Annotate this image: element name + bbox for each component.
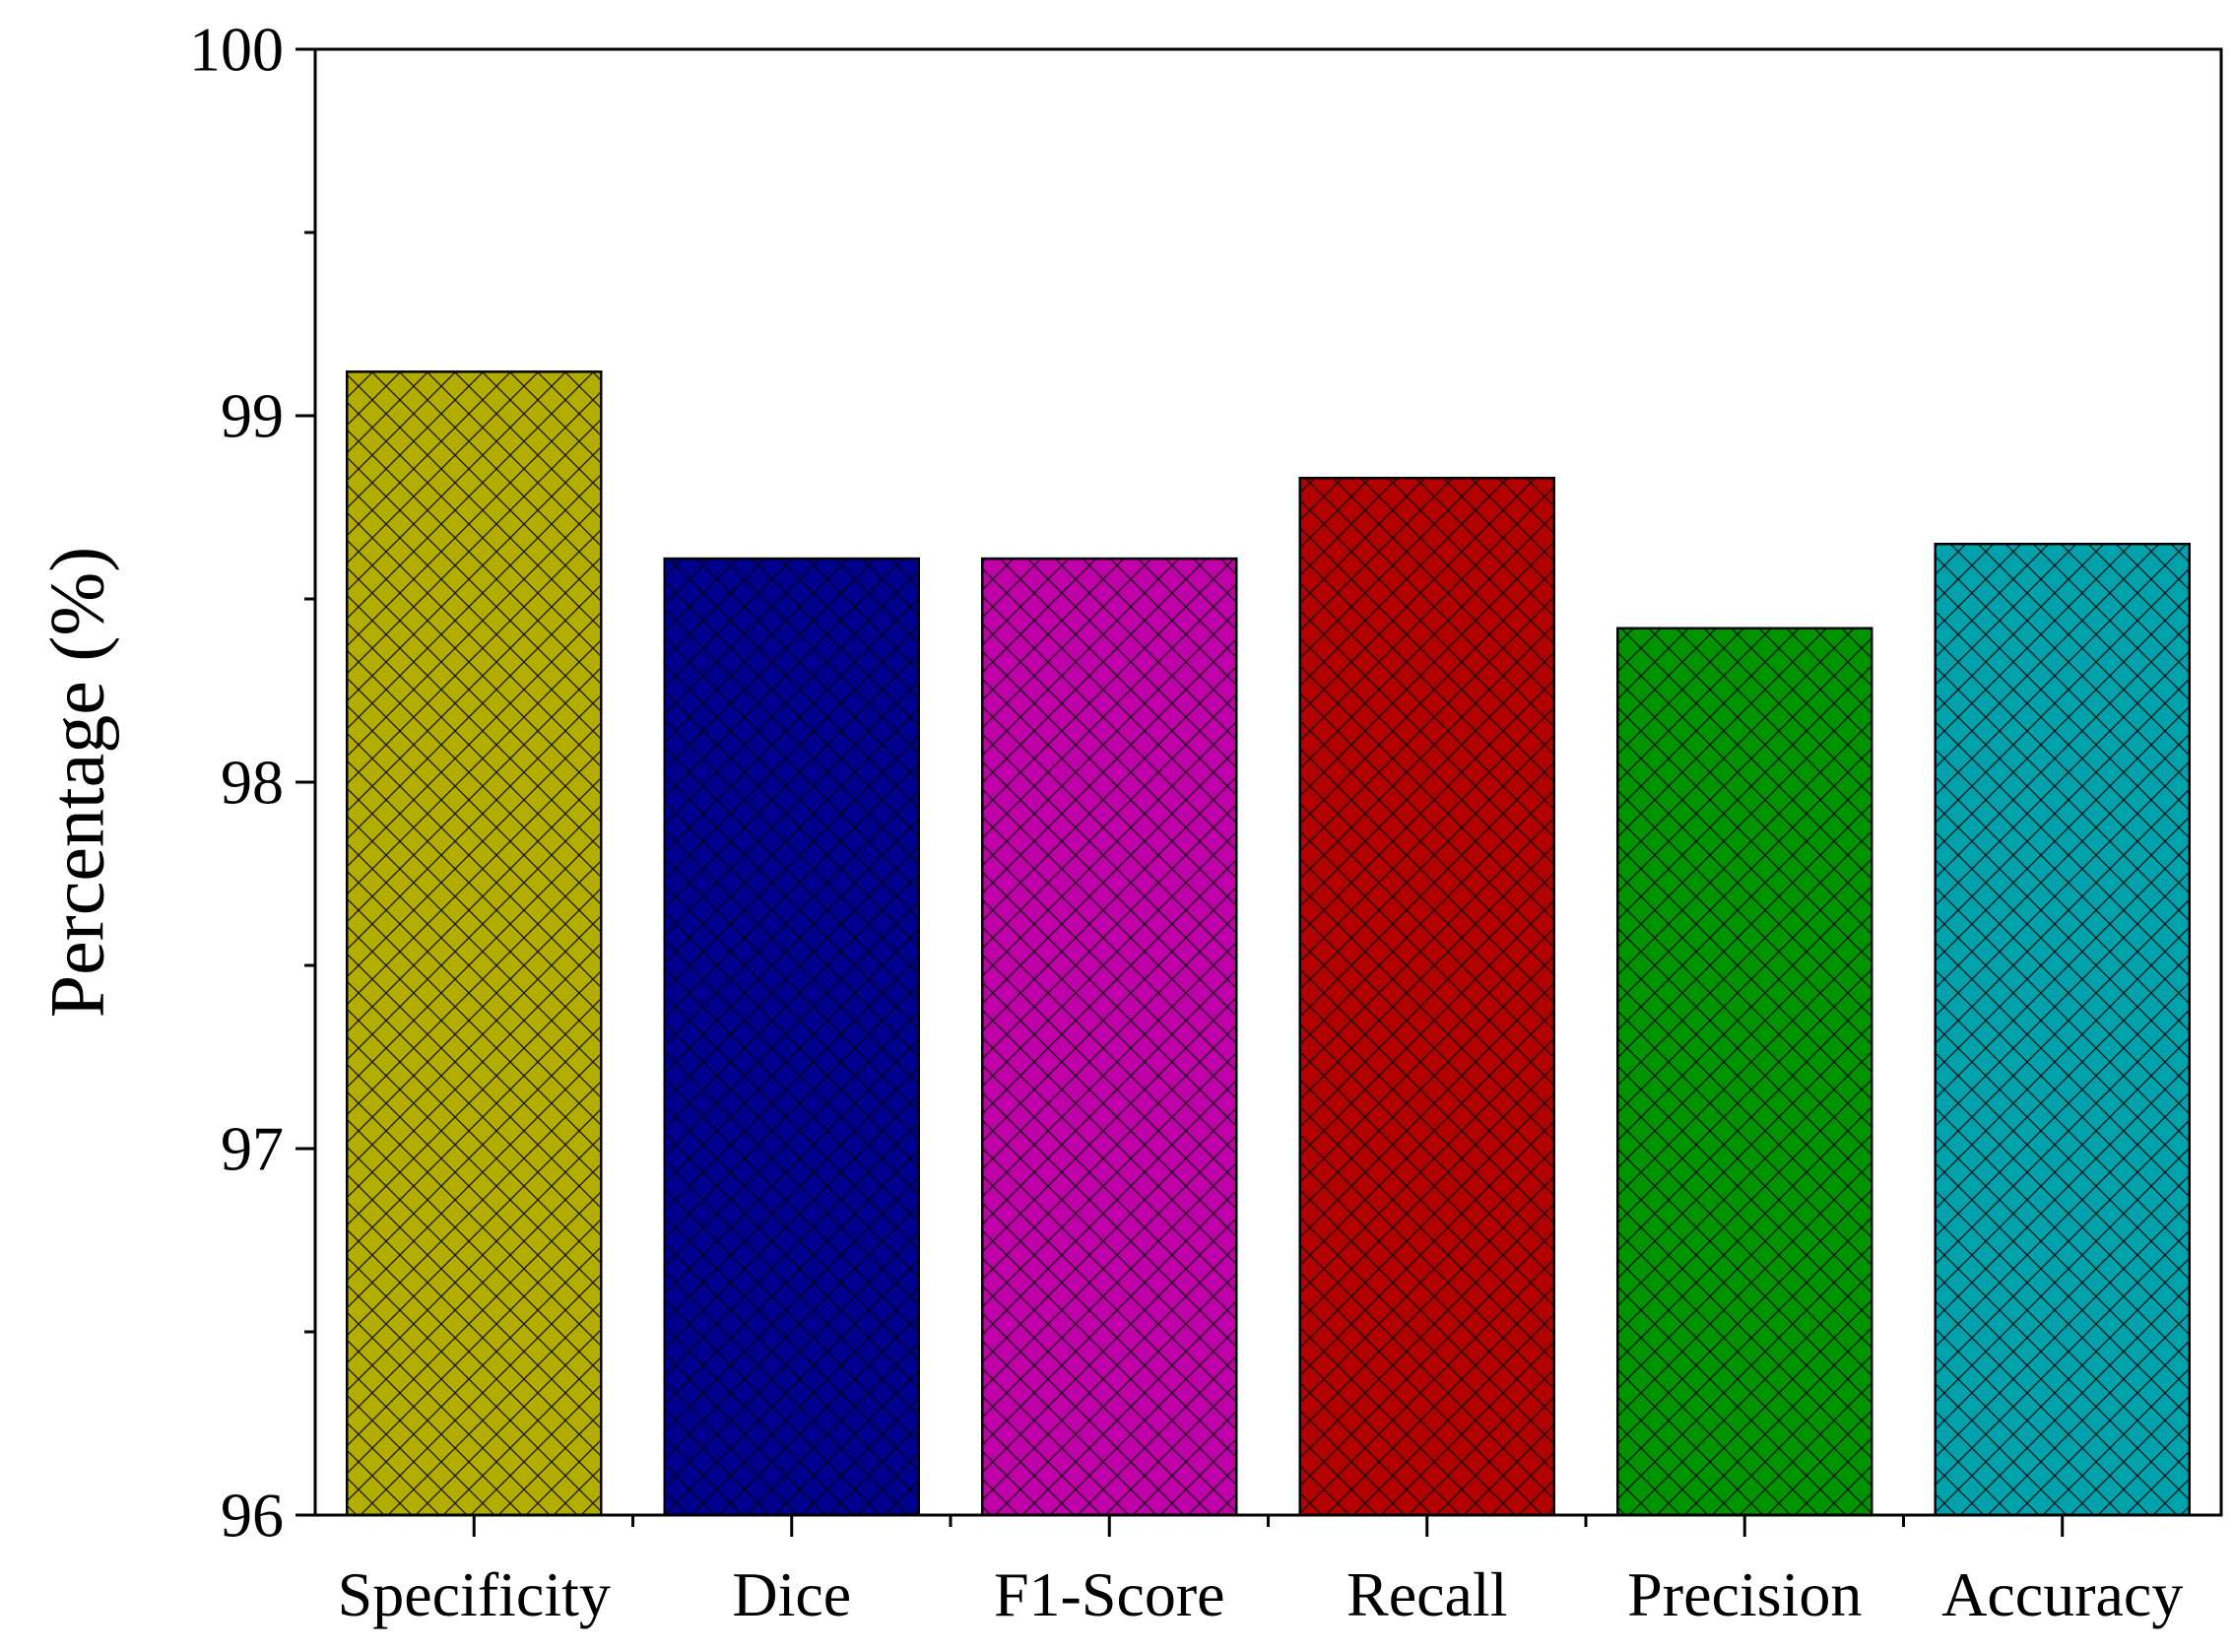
bar-accuracy (1934, 542, 2191, 1517)
bar-hatch (1298, 476, 1555, 1517)
x-axis-ticks: Specificity Dice F1-Score Recall Precision Ac… (338, 1515, 2183, 1629)
y-axis-ticks: 96 97 98 99 100 (189, 15, 315, 1551)
bar-hatch (981, 557, 1238, 1517)
x-tick-label: F1-Score (994, 1559, 1225, 1629)
bar-hatch (1934, 542, 2191, 1517)
bar-dice (663, 557, 920, 1517)
bars-group (346, 370, 2191, 1517)
x-tick-label: Accuracy (1941, 1559, 2183, 1629)
y-tick-label: 98 (221, 748, 284, 818)
y-tick-label: 97 (221, 1114, 284, 1184)
y-tick-label: 99 (221, 381, 284, 451)
bar-hatch (1616, 627, 1873, 1517)
bar-hatch (346, 370, 603, 1517)
bar-f1-score (981, 557, 1238, 1517)
bar-hatch (663, 557, 920, 1517)
x-tick-label: Recall (1346, 1559, 1507, 1629)
x-tick-label: Precision (1627, 1559, 1862, 1629)
y-tick-label: 100 (189, 15, 284, 85)
bar-precision (1616, 627, 1873, 1517)
y-tick-label: 96 (221, 1481, 284, 1551)
bar-recall (1298, 476, 1555, 1517)
y-axis-title: Percentage (%) (34, 547, 120, 1019)
x-tick-label: Dice (732, 1559, 851, 1629)
bar-specificity (346, 370, 603, 1517)
x-tick-label: Specificity (338, 1559, 611, 1629)
